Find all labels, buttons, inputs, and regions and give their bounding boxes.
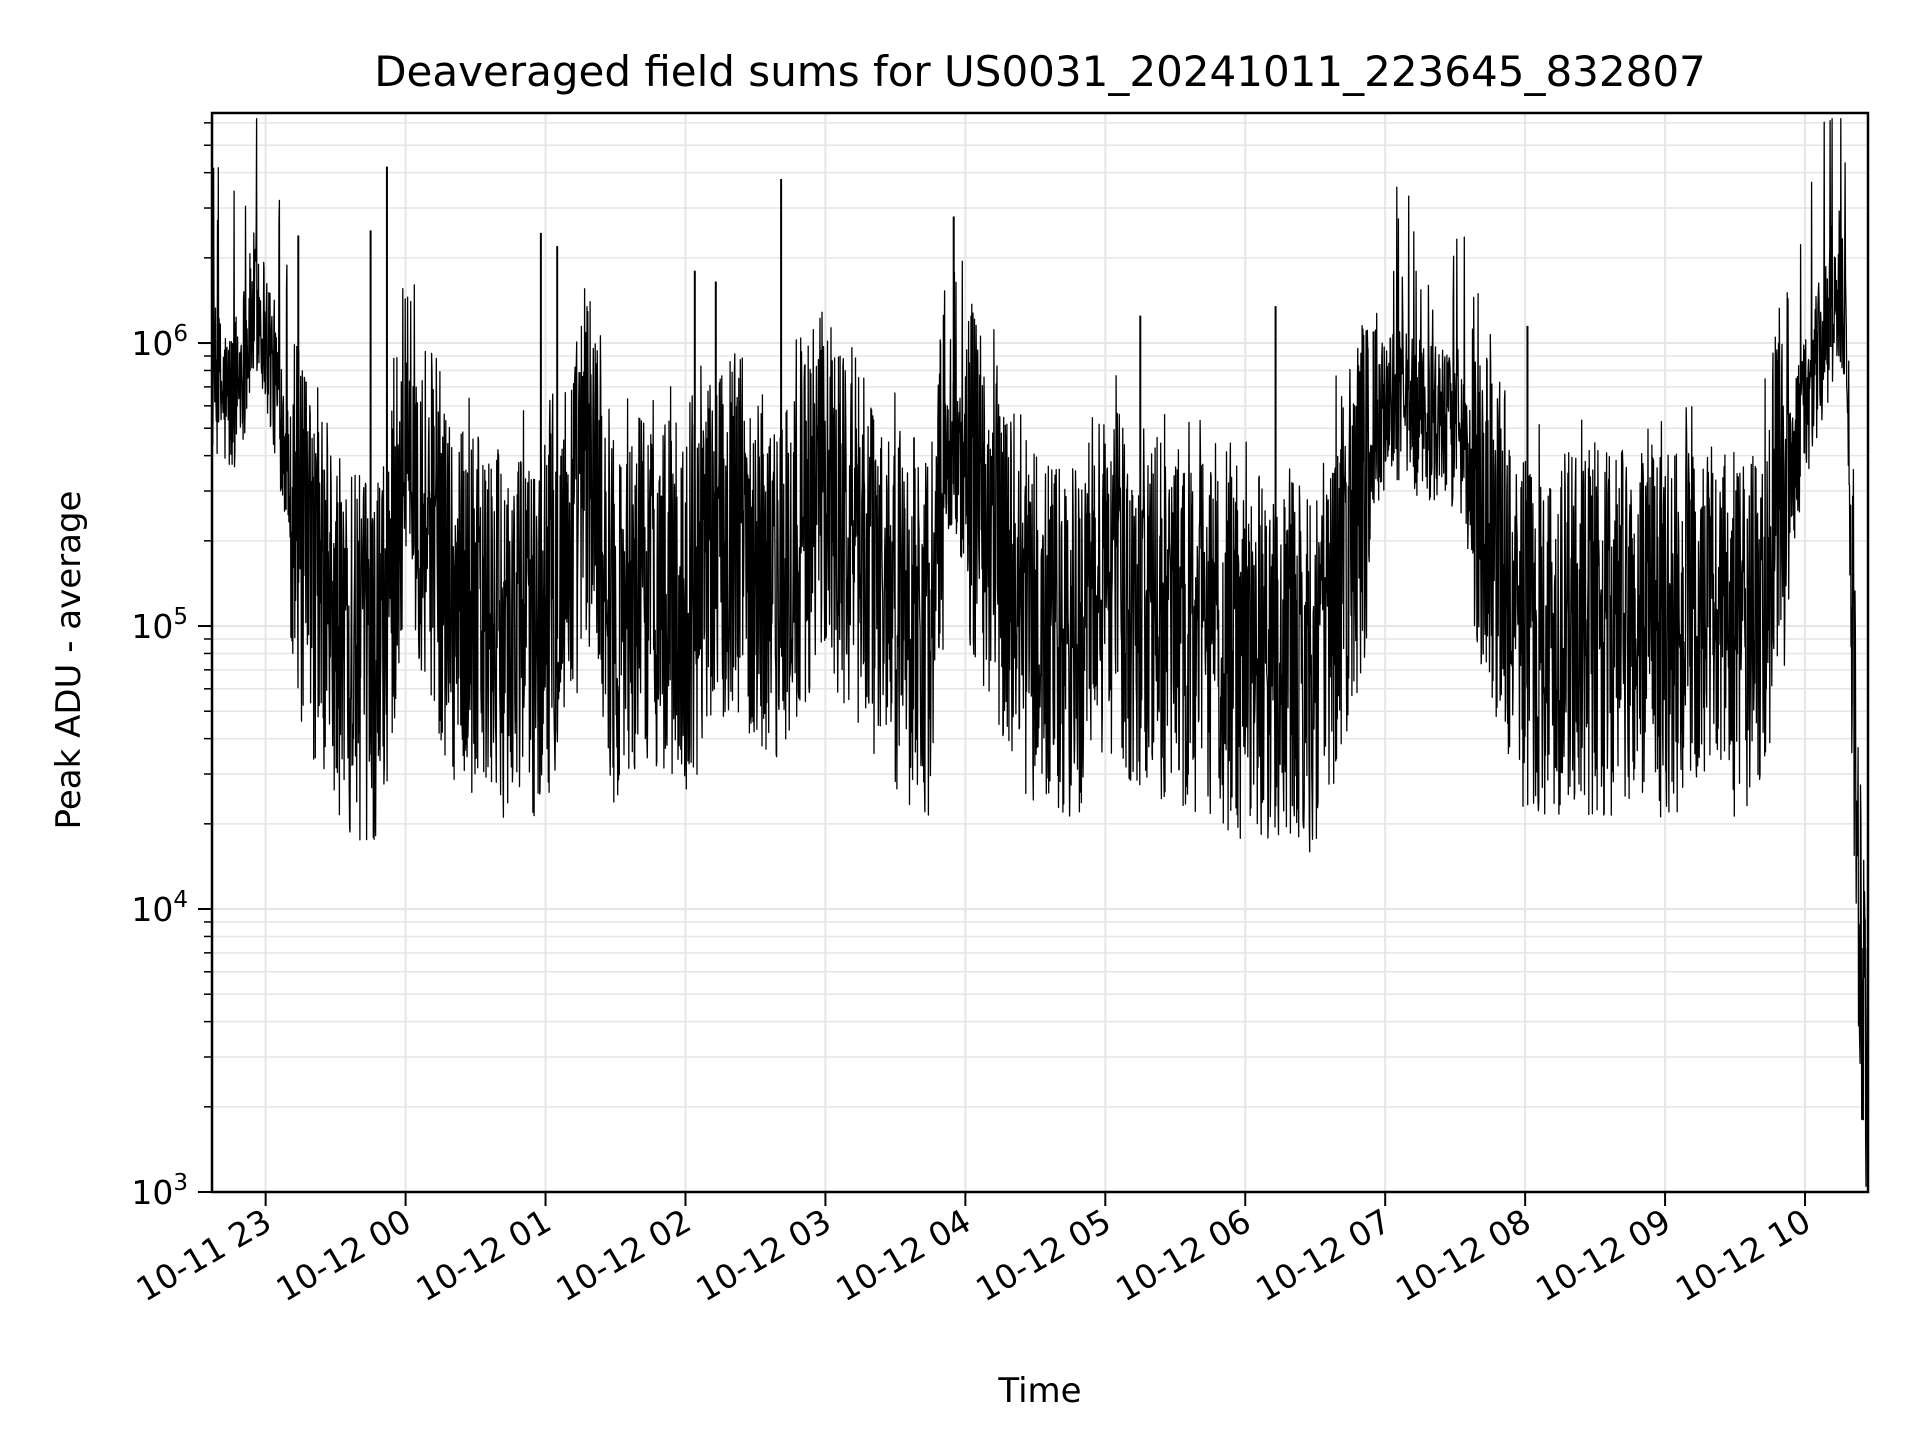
y-axis-label: Peak ADU - average <box>49 491 89 830</box>
x-tick-label: 10-12 07 <box>1249 1201 1397 1309</box>
x-tick-label: 10-12 09 <box>1529 1201 1677 1309</box>
x-tick-label: 10-12 08 <box>1389 1201 1537 1309</box>
x-tick-label: 10-12 02 <box>549 1201 697 1309</box>
x-tick-label: 10-12 03 <box>689 1201 837 1309</box>
x-tick-label: 10-12 01 <box>410 1201 558 1309</box>
x-tick-label: 10-12 04 <box>829 1201 977 1309</box>
x-tick-label: 10-12 00 <box>270 1201 418 1309</box>
x-tick-label: 10-12 05 <box>969 1201 1117 1309</box>
chart-title: Deaveraged field sums for US0031_2024101… <box>374 47 1706 96</box>
y-tick-label: 105 <box>131 604 188 646</box>
axes <box>198 111 1870 1206</box>
y-tick-label: 104 <box>131 887 188 929</box>
x-tick-label: 10-12 10 <box>1669 1201 1817 1309</box>
series-line <box>211 118 1869 1187</box>
x-tick-label: 10-12 06 <box>1109 1201 1257 1309</box>
y-tick-label: 103 <box>131 1170 188 1212</box>
x-axis-label: Time <box>997 1371 1081 1411</box>
plot-frame <box>210 111 1870 1194</box>
y-tick-label: 106 <box>131 321 188 363</box>
x-tick-label: 10-11 23 <box>130 1201 278 1309</box>
series-group <box>211 118 1869 1187</box>
